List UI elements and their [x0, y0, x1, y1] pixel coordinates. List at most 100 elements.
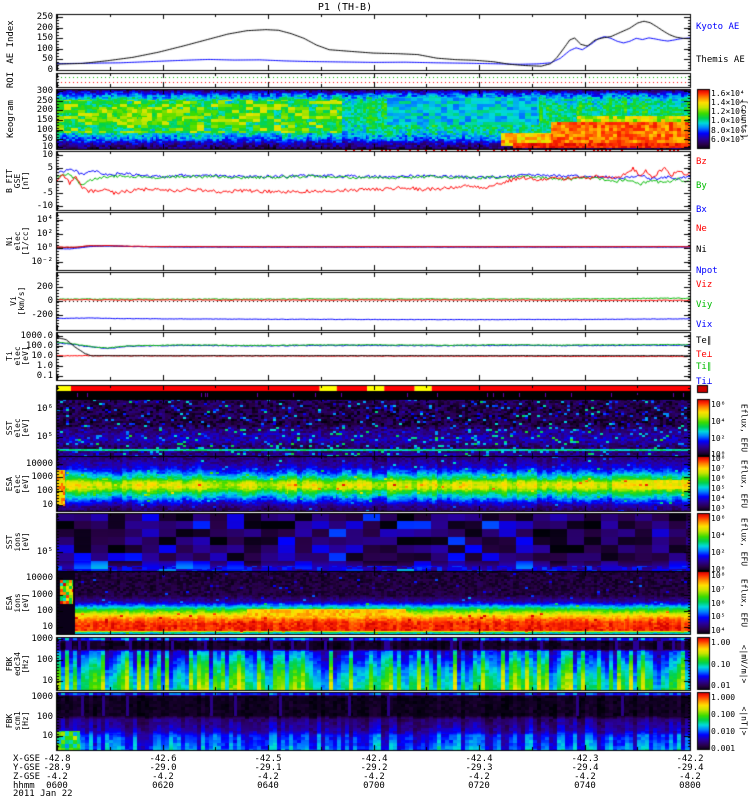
ytick-label: 0 — [47, 296, 53, 306]
cb-tick-label: 10⁴ — [711, 494, 726, 503]
axis-row-value: -42.8 — [43, 754, 71, 764]
ytick-label: 1000.0 — [20, 331, 53, 341]
ytick-label: 150 — [36, 115, 53, 125]
series-label-bx: Bx — [696, 205, 707, 215]
ytick-label: 10 — [42, 150, 53, 160]
ytick-label: 250 — [36, 96, 53, 106]
ytick-label: 100.0 — [25, 341, 53, 351]
series-label-ne: Ne — [696, 224, 707, 234]
series-label-vix: Vix — [696, 320, 713, 330]
cb-tick-label: 10³ — [711, 504, 726, 513]
ytick-label: 200 — [36, 105, 53, 115]
cb-tick-label: 10⁸ — [711, 454, 726, 463]
ytick-label: 1000 — [31, 634, 53, 644]
series-label-npot: Npot — [696, 266, 718, 276]
cb-unit-fbk_e: <|mV/m|> — [739, 644, 749, 683]
ytick-label: 10⁶ — [36, 404, 53, 414]
axis-row-label: hhmm — [13, 781, 35, 791]
axis-row-value: -42.5 — [254, 754, 282, 764]
axis-row-value: -42.3 — [571, 754, 599, 764]
cb-tick-label: 10⁸ — [711, 571, 726, 580]
ytick-label: 100 — [36, 44, 53, 54]
cb-tick-label: 0.10 — [711, 660, 731, 669]
ytick-label: 250 — [36, 12, 53, 22]
ytick-label: 0.1 — [36, 371, 53, 381]
axis-row-value: -29.1 — [254, 763, 282, 773]
axis-row-value: -42.2 — [676, 754, 704, 764]
ytick-label: 10000 — [25, 459, 53, 469]
ytick-label: 10 — [42, 500, 53, 510]
axis-row-value: -4.2 — [363, 772, 385, 782]
cb-tick-label: 10² — [711, 548, 726, 557]
ytick-label: 1000 — [31, 472, 53, 482]
ytick-label: 100 — [36, 655, 53, 665]
axis-row-label: Z-GSE — [13, 772, 41, 782]
ytick-label: 10 — [42, 731, 53, 741]
ytick-label: 10000 — [25, 573, 53, 583]
series-label-te: Te⊥ — [696, 350, 713, 360]
ytick-label: 10 — [42, 142, 53, 152]
ytick-label: 50 — [42, 134, 53, 144]
ytick-label: 10⁵ — [36, 432, 53, 442]
cb-tick-label: 10⁵ — [711, 612, 726, 621]
cb-tick-label: 0.001 — [711, 744, 736, 753]
cb-tick-label: 6.0×10³ — [711, 135, 745, 144]
cb-unit-fbk_b: <|nT|> — [739, 706, 749, 736]
series-label-ti: Ti⊥ — [696, 377, 713, 387]
cb-tick-label: 10⁵ — [711, 484, 726, 493]
series-label-ti: Ti∥ — [696, 362, 712, 372]
plot-title: P1 (TH-B) — [317, 2, 373, 13]
cb-tick-label: 10⁶ — [711, 400, 726, 409]
ytick-label: 10 — [42, 622, 53, 632]
axis-row-value: 0640 — [257, 781, 279, 791]
axis-row-value: 0740 — [574, 781, 596, 791]
axis-row-value: -42.4 — [465, 754, 493, 764]
cb-tick-label: 10² — [711, 434, 726, 443]
series-label-te: Te∥ — [696, 336, 712, 346]
axis-row-label: X-GSE — [13, 754, 41, 764]
cb-tick-label: 10⁷ — [711, 585, 726, 594]
axis-row-value: 0620 — [152, 781, 174, 791]
series-label-viy: Viy — [696, 300, 713, 310]
ytick-label: 100 — [36, 486, 53, 496]
ytick-label: 100 — [36, 125, 53, 135]
axis-row-value: -29.0 — [149, 763, 177, 773]
cb-tick-label: 10⁴ — [711, 417, 726, 426]
cb-tick-label: 0.100 — [711, 710, 736, 719]
series-label-viz: Viz — [696, 280, 713, 290]
axis-row-value: -4.2 — [468, 772, 490, 782]
ytick-label: 100 — [36, 712, 53, 722]
series-label-bz: Bz — [696, 157, 707, 167]
ytick-label: 1.0 — [36, 361, 53, 371]
cb-unit-keo: [counts] — [739, 99, 749, 139]
axis-row-value: -4.2 — [46, 772, 68, 782]
axis-row-value: -29.2 — [360, 763, 388, 773]
cb-tick-label: 10⁶ — [711, 474, 726, 483]
date-label: 2011 Jan 22 — [13, 789, 73, 799]
axis-row-value: 0720 — [468, 781, 490, 791]
ytick-label: 100 — [36, 606, 53, 616]
cb-unit-esa_e: Eflux, EFU — [739, 459, 749, 508]
axis-row-value: 0700 — [363, 781, 385, 791]
cb-tick-label: 0.01 — [711, 681, 731, 690]
ytick-label: 5 — [47, 163, 53, 173]
axis-row-value: -42.6 — [149, 754, 177, 764]
cb-tick-label: 1.00 — [711, 638, 731, 647]
axis-row-value: -4.2 — [574, 772, 596, 782]
ytick-label: 10.0 — [31, 351, 53, 361]
ytick-label: 10⁴ — [36, 215, 53, 225]
cb-unit-sst_e: Eflux, EFU — [739, 403, 749, 452]
ytick-label: 50 — [42, 54, 53, 64]
ytick-label: 10⁰ — [36, 243, 53, 253]
cb-tick-label: 10⁷ — [711, 464, 726, 473]
cb-tick-label: 1.0×10⁴ — [711, 116, 745, 125]
cb-tick-label: 10⁶ — [711, 599, 726, 608]
cb-tick-label: 8.0×10³ — [711, 126, 745, 135]
series-label-ni: Ni — [696, 245, 707, 255]
axis-row-value: -29.4 — [676, 763, 704, 773]
axis-row-value: -4.2 — [152, 772, 174, 782]
cb-tick-label: 1.000 — [711, 693, 736, 702]
